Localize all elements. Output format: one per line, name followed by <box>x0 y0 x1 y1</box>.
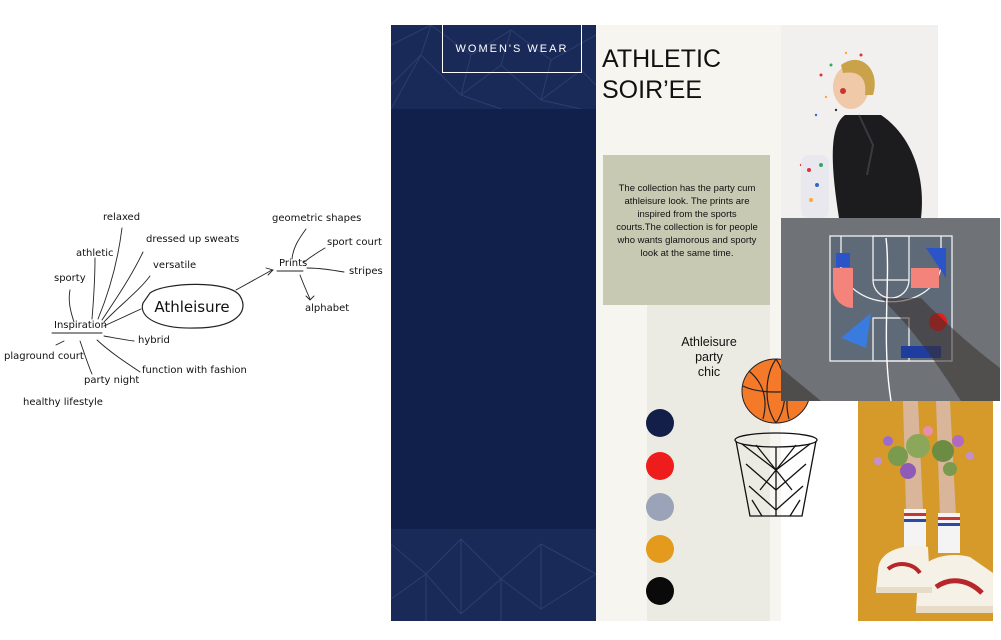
photo-basketball-court <box>781 218 1000 401</box>
swatch-mustard <box>646 535 674 563</box>
mindmap-item-healthy-lifestyle: healthy lifestyle <box>23 397 103 408</box>
mindmap-item-athletic: athletic <box>76 248 114 259</box>
collection-title-line2: SOIR’EE <box>602 76 703 104</box>
mindmap-item-party-night: party night <box>84 375 140 386</box>
tagline-line3: chic <box>697 365 721 379</box>
mindmap-item-function-with-fashion: function with fashion <box>142 365 247 376</box>
swatch-black <box>646 577 674 605</box>
collection-title: ATHLETIC SOIR’EE <box>602 44 721 106</box>
collection-title-line1: ATHLETIC <box>602 45 721 73</box>
tagline-line2: party <box>695 350 723 364</box>
category-label: WOMEN'S WEAR <box>455 42 569 55</box>
mindmap-connectors <box>51 227 345 375</box>
mindmap-item-versatile: versatile <box>153 260 197 271</box>
mindmap-item-alphabet: alphabet <box>305 303 350 314</box>
mindmap-prints: Prints <box>279 258 308 269</box>
collection-description: The collection has the party cum athleis… <box>616 183 758 259</box>
geometric-pattern-bottom <box>391 529 596 621</box>
mindmap-item-geometric-shapes: geometric shapes <box>272 213 362 224</box>
mindmap-item-playground-court: plaground court <box>4 351 84 362</box>
photo-model-confetti-art <box>781 25 938 218</box>
collection-tagline: Athleisure party chic <box>670 335 748 380</box>
photo-sneakers-flowers <box>858 401 993 621</box>
mindmap-item-stripes: stripes <box>349 266 383 277</box>
mindmap-item-sporty: sporty <box>54 273 86 284</box>
mindmap-center-athleisure: Athleisure <box>154 298 230 316</box>
mindmap-inspiration: Inspiration <box>54 320 108 331</box>
swatch-navy <box>646 409 674 437</box>
photo-basketball-court-art <box>781 218 1000 401</box>
mindmap-item-relaxed: relaxed <box>103 212 141 223</box>
mindmap-item-hybrid: hybrid <box>138 335 170 346</box>
swatch-red <box>646 452 674 480</box>
photo-model-confetti <box>781 25 938 218</box>
description-box <box>603 155 770 305</box>
mindmap-item-sport-court: sport court <box>327 237 382 248</box>
tagline-line1: Athleisure <box>681 335 737 349</box>
geometric-pattern-top <box>391 25 596 109</box>
swatch-grey-blue <box>646 493 674 521</box>
mindmap-item-dressed-up-sweats: dressed up sweats <box>146 234 240 245</box>
photo-sneakers-flowers-art <box>858 401 993 621</box>
basketball-net-icon <box>734 432 818 517</box>
category-label-box: WOMEN'S WEAR <box>442 25 582 73</box>
navy-panel <box>391 25 596 621</box>
